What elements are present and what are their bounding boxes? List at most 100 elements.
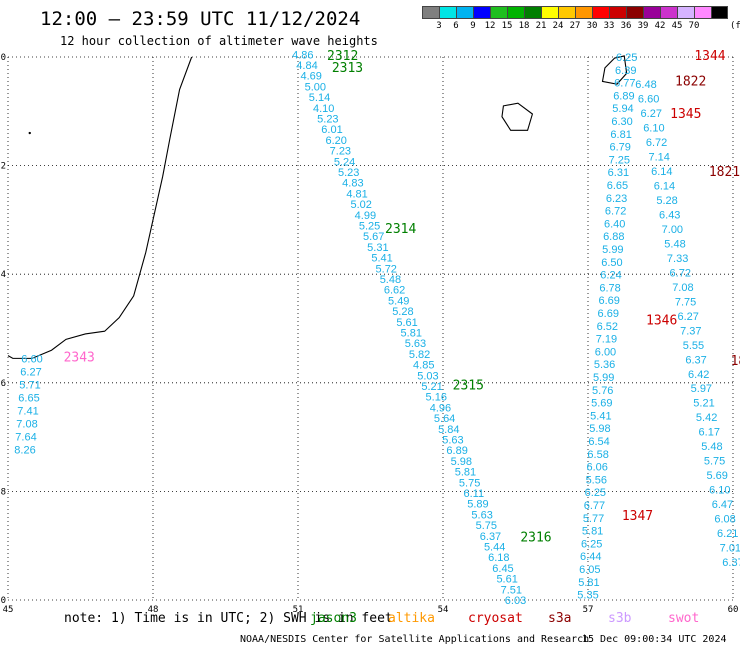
swh-value: 6.69 (598, 295, 619, 307)
swh-value: 6.50 (601, 257, 622, 269)
swh-value: 5.56 (586, 474, 607, 486)
mauritius-island (601, 55, 628, 85)
pass-label: 2316 (520, 531, 551, 546)
satellite-legend-item: altika (388, 611, 435, 626)
swh-value: 5.76 (592, 385, 613, 397)
swh-value: 4.86 (292, 49, 313, 61)
madagascar-coastline (7, 56, 193, 359)
swh-value: 7.23 (330, 146, 351, 158)
lat-tick-label: -30 (0, 596, 6, 606)
swh-value: 6.54 (588, 436, 609, 448)
swh-value: 7.33 (667, 253, 688, 265)
swh-value: 7.01 (720, 543, 740, 555)
colorbar-label: 42 (654, 21, 666, 31)
pass-label: 2343 (64, 350, 95, 365)
satellite-legend-item: s3a (548, 611, 572, 626)
swh-value: 5.23 (338, 167, 359, 179)
swh-value: 5.75 (704, 456, 725, 468)
colorbar-label: 15 (501, 21, 513, 31)
swh-value: 5.63 (442, 434, 463, 446)
swh-value: 4.81 (346, 188, 367, 200)
colorbar-label: 21 (535, 21, 547, 31)
swh-value: 6.05 (579, 564, 600, 576)
swh-value: 5.49 (388, 295, 409, 307)
swh-value: 7.19 (596, 334, 617, 346)
note-text: note: 1) Time is in UTC; 2) SWH is in fe… (64, 611, 393, 626)
swh-value: 5.48 (664, 238, 685, 250)
swh-value: 6.48 (635, 79, 656, 91)
swh-value: 6.37 (722, 557, 740, 569)
pass-label: 1345 (670, 107, 701, 122)
swh-value: 4.96 (430, 402, 451, 414)
swh-value: 6.18 (488, 552, 509, 564)
colorbar-unit: (ft) (730, 21, 740, 31)
swh-value: 5.21 (421, 381, 442, 393)
colorbar-swatch (456, 6, 473, 19)
swh-value: 5.64 (434, 413, 455, 425)
swh-value: 5.98 (589, 423, 610, 435)
colorbar-swatch (473, 6, 490, 19)
colorbar-label: 70 (688, 21, 700, 31)
swh-value: 6.43 (659, 209, 680, 221)
swh-value: 7.14 (648, 152, 669, 164)
swh-value: 6.20 (325, 135, 346, 147)
swh-value: 5.16 (426, 392, 447, 404)
swh-value: 5.99 (602, 244, 623, 256)
timestamp: 15 Dec 09:00:34 UTC 2024 (582, 634, 727, 645)
swh-value: 5.00 (305, 81, 326, 93)
swh-value: 5.41 (371, 253, 392, 265)
pass-label: 1344 (694, 49, 725, 64)
colorbar-label: 6 (453, 21, 459, 31)
lon-tick-label: 48 (148, 605, 159, 615)
colorbar-label: 39 (637, 21, 649, 31)
swh-value: 5.42 (696, 412, 717, 424)
colorbar-swatch (507, 6, 524, 19)
swh-value: 5.81 (578, 577, 599, 589)
swh-value: 6.88 (603, 231, 624, 243)
colorbar-label: 36 (620, 21, 632, 31)
swh-value: 6.25 (585, 487, 606, 499)
swh-value: 6.77 (584, 500, 605, 512)
swh-value: 7.37 (680, 325, 701, 337)
pass-label: 2314 (385, 222, 416, 237)
swh-value: 5.63 (471, 509, 492, 521)
colorbar-swatch (660, 6, 677, 19)
swh-value: 5.55 (683, 340, 704, 352)
swh-value: 6.72 (670, 267, 691, 279)
pass-label: 18 (731, 354, 740, 369)
colorbar-swatch (711, 6, 728, 19)
colorbar-label: 18 (518, 21, 530, 31)
swh-value: 5.14 (309, 92, 330, 104)
colorbar-swatch (490, 6, 507, 19)
swh-value: 4.83 (342, 178, 363, 190)
swh-value: 6.21 (717, 528, 738, 540)
swh-value: 6.31 (608, 167, 629, 179)
swh-value: 6.81 (610, 129, 631, 141)
swh-value: 5.41 (590, 410, 611, 422)
satellite-legend-item: s3b (608, 611, 632, 626)
swh-value: 6.24 (600, 270, 621, 282)
swh-value: 5.44 (484, 541, 505, 553)
swh-value: 4.85 (413, 360, 434, 372)
swh-value: 5.69 (591, 398, 612, 410)
pass-label: 1821 (709, 165, 740, 180)
swh-value: 7.51 (501, 584, 522, 596)
swh-value: 6.14 (654, 181, 675, 193)
swh-value: 7.00 (662, 224, 683, 236)
swh-value: 6.77 (614, 78, 635, 90)
colorbar-legend (422, 6, 728, 19)
map-subtitle: 12 hour collection of altimeter wave hei… (60, 34, 378, 48)
pass-label: 2313 (332, 61, 363, 76)
swh-value: 5.69 (706, 470, 727, 482)
swh-value: 5.63 (405, 338, 426, 350)
swh-value: 6.89 (613, 90, 634, 102)
pass-label: 1822 (675, 74, 706, 89)
swh-value: 6.30 (611, 116, 632, 128)
colorbar-swatch (677, 6, 694, 19)
satellite-legend-item: jason3 (310, 611, 357, 626)
swh-value: 6.40 (604, 218, 625, 230)
swh-value: 4.69 (300, 71, 321, 83)
swh-value: 5.02 (351, 199, 372, 211)
swh-value: 6.65 (18, 392, 39, 404)
